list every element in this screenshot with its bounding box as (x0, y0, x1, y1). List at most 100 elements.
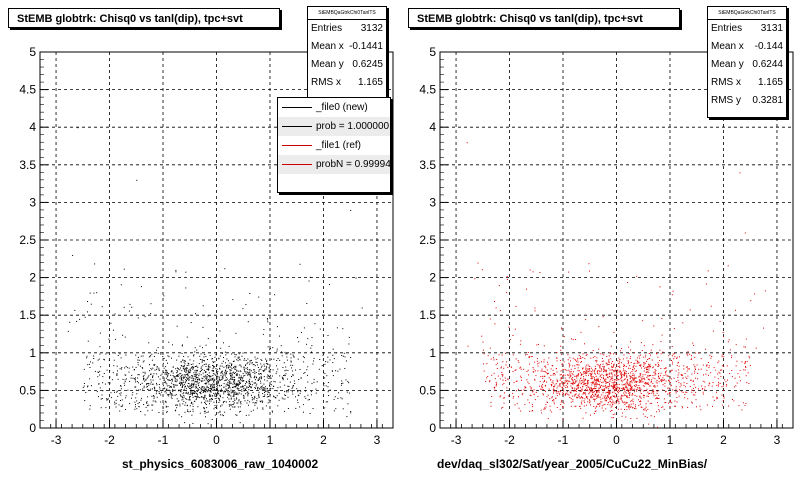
scatter-point (595, 381, 597, 383)
scatter-point (604, 397, 606, 399)
scatter-point (197, 383, 199, 385)
scatter-point (269, 349, 271, 351)
scatter-point (324, 363, 326, 365)
scatter-point (647, 382, 649, 384)
scatter-point (595, 386, 597, 387)
scatter-point (295, 369, 296, 371)
scatter-point (618, 383, 620, 385)
scatter-point (625, 385, 627, 387)
scatter-point (640, 388, 642, 390)
scatter-point (213, 401, 215, 403)
scatter-point (217, 390, 219, 392)
scatter-point (630, 372, 632, 374)
scatter-point (309, 399, 310, 401)
scatter-point (236, 370, 238, 372)
scatter-point (181, 387, 183, 388)
scatter-point (303, 411, 304, 413)
scatter-point (97, 359, 99, 361)
scatter-point (109, 370, 111, 371)
scatter-point (251, 386, 253, 388)
scatter-point (144, 414, 146, 416)
scatter-point (186, 377, 187, 379)
scatter-point (225, 377, 227, 378)
scatter-point (694, 356, 696, 358)
scatter-point (736, 360, 738, 362)
scatter-point (578, 370, 580, 372)
scatter-point (223, 383, 225, 385)
stat-label: RMS y (711, 95, 741, 106)
scatter-point (123, 306, 125, 308)
scatter-point (657, 365, 659, 367)
scatter-point (652, 366, 654, 368)
scatter-point (253, 364, 255, 366)
scatter-point (643, 366, 645, 367)
legend-text: prob = 1.000000 (316, 121, 390, 132)
scatter-point (588, 263, 590, 265)
scatter-point (564, 394, 566, 396)
scatter-point (557, 385, 559, 387)
scatter-point (151, 404, 153, 406)
scatter-point (632, 367, 634, 369)
scatter-point (562, 374, 564, 376)
scatter-point (230, 392, 232, 394)
scatter-point (259, 377, 261, 378)
scatter-point (170, 394, 172, 396)
scatter-point (242, 352, 244, 354)
scatter-point (658, 381, 660, 383)
scatter-point (643, 345, 645, 347)
scatter-point (240, 393, 242, 395)
scatter-point (598, 373, 600, 375)
scatter-point (168, 394, 169, 396)
scatter-point (486, 377, 488, 379)
scatter-point (216, 368, 218, 370)
scatter-point (587, 401, 589, 403)
scatter-point (527, 352, 529, 353)
scatter-point (193, 372, 195, 374)
scatter-point (274, 381, 276, 383)
scatter-point (568, 366, 570, 368)
scatter-point (559, 394, 561, 396)
scatter-point (574, 365, 576, 367)
scatter-point (615, 383, 617, 385)
scatter-point (585, 366, 587, 368)
scatter-point (144, 380, 146, 382)
scatter-point (120, 385, 121, 387)
scatter-point (192, 393, 193, 394)
scatter-point (310, 391, 312, 393)
scatter-point (193, 374, 195, 376)
scatter-point (272, 411, 273, 413)
stat-value: 0.6245 (352, 59, 383, 70)
scatter-point (224, 370, 226, 372)
scatter-point (175, 404, 177, 406)
scatter-point (190, 364, 192, 365)
scatter-point (693, 384, 695, 386)
scatter-point (189, 394, 191, 395)
scatter-point (662, 389, 664, 391)
scatter-point (609, 383, 610, 385)
scatter-point (572, 377, 574, 378)
scatter-point (180, 382, 182, 384)
scatter-point (719, 382, 721, 384)
scatter-point (260, 375, 262, 377)
scatter-point (236, 370, 238, 372)
scatter-point (658, 398, 660, 399)
scatter-point (261, 360, 263, 361)
scatter-point (670, 378, 672, 380)
scatter-point (254, 404, 256, 406)
scatter-point (99, 353, 101, 355)
scatter-point (581, 374, 583, 376)
scatter-point (594, 388, 596, 390)
scatter-point (236, 397, 238, 399)
scatter-point (641, 381, 643, 383)
scatter-point (547, 394, 549, 396)
scatter-point (572, 383, 574, 385)
scatter-point (192, 386, 194, 388)
scatter-point (711, 385, 713, 387)
scatter-point (187, 371, 189, 373)
scatter-point (588, 386, 590, 388)
scatter-point (229, 383, 231, 384)
scatter-point (143, 377, 144, 379)
scatter-point (202, 378, 204, 380)
scatter-point (147, 383, 149, 384)
scatter-point (250, 410, 252, 412)
